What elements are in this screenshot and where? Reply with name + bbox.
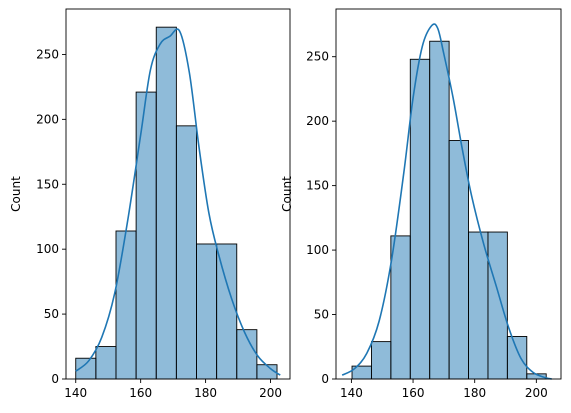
x-tick-label: 140	[64, 386, 87, 400]
y-tick-label: 100	[36, 242, 59, 256]
histogram-bar	[135, 91, 157, 380]
y-axis-label: Count	[9, 176, 23, 212]
y-tick-label: 100	[306, 243, 329, 257]
histogram-bar	[506, 336, 528, 380]
kde-curve	[75, 28, 281, 376]
kde-curve	[341, 23, 552, 380]
histogram-bars	[75, 26, 278, 380]
x-axis-ticks: 140 160 180 200	[340, 379, 548, 400]
x-axis-ticks: 140 160 180 200	[64, 379, 282, 400]
histogram-bar	[487, 231, 508, 380]
y-axis-ticks: 0 50 100 150 200 250	[36, 47, 66, 386]
x-tick-label: 200	[259, 386, 282, 400]
y-tick-label: 50	[44, 307, 59, 321]
histogram-bar	[216, 243, 238, 380]
plot-frame	[335, 8, 562, 380]
y-tick-label: 250	[36, 47, 59, 61]
y-tick-label: 0	[51, 372, 59, 386]
x-tick-label: 140	[340, 386, 363, 400]
y-axis-label: Count	[280, 176, 294, 212]
x-tick-label: 180	[194, 386, 217, 400]
x-tick-label: 200	[525, 386, 548, 400]
y-tick-label: 0	[321, 372, 329, 386]
y-axis-ticks: 0 50 100 150 200 250	[306, 50, 336, 386]
histogram-bar	[448, 140, 469, 380]
histogram-bar	[196, 243, 218, 380]
chart-left: 140 160 180 200 0 50 100 150 200 250 Count	[9, 8, 291, 400]
histogram-bar	[95, 346, 117, 380]
y-tick-label: 150	[36, 177, 59, 191]
y-tick-label: 250	[306, 50, 329, 64]
histogram-bar	[115, 230, 137, 380]
plot-frame	[65, 8, 291, 380]
histogram-bar	[390, 235, 411, 380]
histogram-bar	[175, 125, 197, 380]
y-tick-label: 50	[314, 308, 329, 322]
y-tick-label: 200	[306, 114, 329, 128]
chart-right: 140 160 180 200 0 50 100 150 200 250 Count	[280, 8, 562, 400]
histogram-bar	[370, 341, 392, 380]
histogram-bar	[429, 40, 450, 380]
y-tick-label: 150	[306, 179, 329, 193]
y-tick-label: 200	[36, 112, 59, 126]
x-tick-label: 160	[129, 386, 152, 400]
histogram-bars	[351, 40, 547, 380]
x-tick-label: 180	[463, 386, 486, 400]
histogram-bar	[409, 58, 431, 380]
x-tick-label: 160	[402, 386, 425, 400]
histogram-bar	[155, 26, 177, 380]
histogram-bar	[468, 231, 489, 380]
